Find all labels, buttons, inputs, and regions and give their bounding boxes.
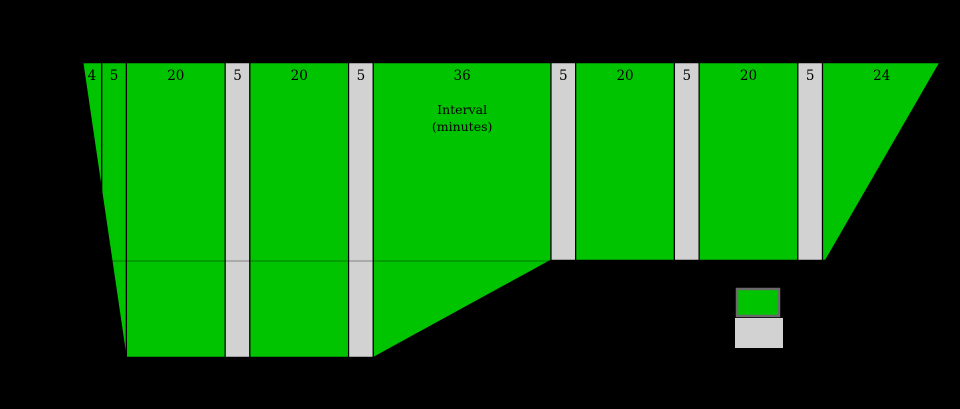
segment-label-1: 5 [110, 68, 119, 84]
segment-label-7: 5 [559, 68, 568, 84]
segment-9-gray-5min [673, 62, 700, 358]
segment-label-9: 5 [682, 68, 691, 84]
band-outline [80, 60, 944, 360]
segment-label-12: 24 [873, 68, 890, 84]
segment-label-5: 5 [357, 68, 366, 84]
segment-label-0: 4 [88, 68, 97, 84]
segment-4-green-20min [249, 62, 350, 358]
band-strips [82, 62, 941, 358]
segment-1-green-5min [101, 62, 128, 358]
legend [735, 287, 783, 348]
segment-label-8: 20 [616, 68, 633, 84]
segment-11-gray-5min [797, 62, 824, 358]
segment-label-6: 36 [454, 68, 471, 84]
segment-12-green-24min [821, 62, 941, 358]
segment-3-gray-5min [224, 62, 251, 358]
segment-0-green-4min [82, 62, 103, 358]
legend-swatch-green [735, 287, 781, 318]
legend-swatch-gray [735, 318, 783, 348]
segment-2-green-20min [125, 62, 226, 358]
segment-7-gray-5min [550, 62, 577, 358]
annotation-line-1: Interval [437, 102, 487, 117]
segment-label-2: 20 [167, 68, 184, 84]
segment-label-4: 20 [291, 68, 308, 84]
segment-label-10: 20 [740, 68, 757, 84]
segment-8-green-20min [575, 62, 676, 358]
segment-10-green-20min [698, 62, 799, 358]
annotation-line-2: (minutes) [432, 119, 493, 134]
segment-label-3: 5 [233, 68, 242, 84]
segment-5-gray-5min [347, 62, 374, 358]
segment-label-11: 5 [806, 68, 815, 84]
